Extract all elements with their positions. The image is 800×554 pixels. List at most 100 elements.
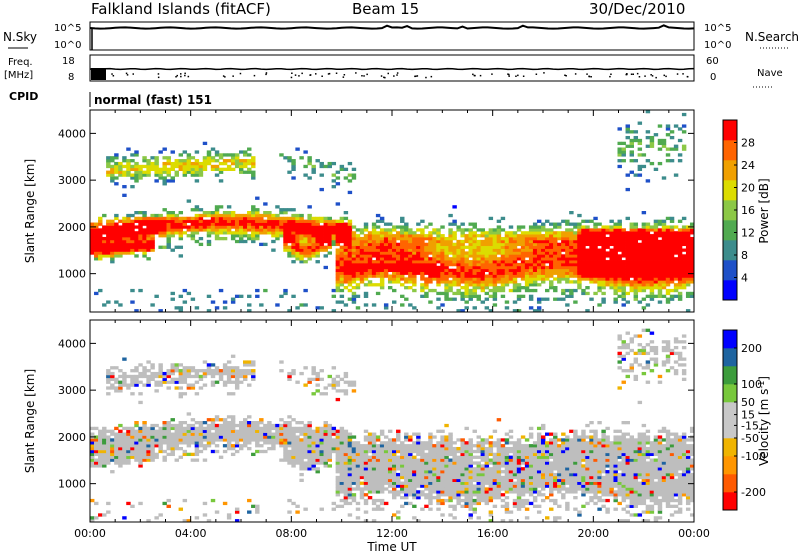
velocity-cell bbox=[323, 455, 328, 459]
velocity-cell bbox=[323, 444, 328, 448]
power-cell bbox=[432, 236, 437, 241]
power-cell bbox=[218, 225, 224, 229]
power-cell bbox=[420, 236, 425, 241]
power-cell bbox=[355, 260, 361, 264]
power-cell bbox=[452, 280, 457, 284]
power-cell bbox=[609, 283, 614, 287]
velocity-cell bbox=[347, 490, 353, 494]
power-cell bbox=[476, 254, 481, 258]
velocity-cell bbox=[243, 423, 248, 428]
power-cell bbox=[448, 245, 453, 249]
velocity-cell bbox=[343, 481, 349, 485]
power-cell bbox=[359, 268, 365, 272]
velocity-cell bbox=[460, 438, 465, 442]
power-cell bbox=[492, 274, 498, 278]
power-cell bbox=[166, 222, 171, 226]
velocity-cell bbox=[456, 498, 461, 503]
power-cell bbox=[367, 254, 373, 258]
power-cell bbox=[375, 260, 381, 264]
velocity-cell bbox=[404, 475, 409, 480]
velocity-cell bbox=[234, 438, 240, 442]
velocity-cell bbox=[206, 438, 212, 442]
velocity-cell bbox=[383, 501, 389, 506]
power-cell bbox=[218, 219, 224, 223]
velocity-cell bbox=[392, 484, 397, 488]
power-cell bbox=[597, 222, 602, 226]
power-cell bbox=[440, 274, 445, 278]
power-cell bbox=[420, 283, 425, 287]
power-cell bbox=[512, 265, 518, 270]
nave-dot bbox=[651, 75, 654, 77]
power-cell bbox=[480, 277, 486, 281]
power-cell bbox=[609, 260, 614, 264]
velocity-cell bbox=[460, 484, 465, 488]
power-cell bbox=[315, 222, 320, 226]
velocity-cell bbox=[218, 429, 224, 433]
power-cell bbox=[609, 280, 614, 284]
power-cell bbox=[412, 288, 417, 293]
power-cell bbox=[589, 262, 594, 267]
power-cell bbox=[536, 262, 542, 267]
velocity-cell bbox=[287, 441, 292, 445]
velocity-cell bbox=[190, 423, 196, 428]
velocity-cell bbox=[283, 438, 288, 442]
power-cell bbox=[404, 265, 409, 270]
velocity-cell bbox=[190, 426, 196, 431]
velocity-cell bbox=[440, 475, 445, 480]
power-cell bbox=[126, 147, 131, 151]
velocity-cell bbox=[307, 380, 312, 384]
power-cell bbox=[367, 257, 373, 261]
power-cell bbox=[206, 153, 212, 157]
power-cell bbox=[412, 257, 417, 261]
power-cell bbox=[593, 242, 598, 247]
power-cell bbox=[468, 294, 473, 298]
velocity-cell bbox=[126, 432, 131, 436]
power-cell bbox=[569, 248, 574, 252]
velocity-cell bbox=[299, 426, 304, 431]
power-cell bbox=[238, 222, 244, 226]
power-cell bbox=[138, 288, 143, 293]
nave-dot bbox=[396, 72, 399, 74]
velocity-cell bbox=[424, 458, 429, 462]
velocity-cell bbox=[275, 423, 280, 428]
power-cell bbox=[444, 274, 449, 278]
velocity-cell bbox=[271, 426, 276, 431]
power-cell bbox=[146, 167, 151, 171]
nave-dot bbox=[301, 72, 303, 75]
power-cell bbox=[549, 265, 554, 270]
velocity-cell bbox=[271, 435, 276, 439]
power-cell bbox=[536, 239, 542, 244]
velocity-cell bbox=[432, 481, 437, 485]
velocity-cell bbox=[408, 438, 413, 442]
power-cell bbox=[641, 280, 647, 284]
power-cell bbox=[118, 164, 123, 169]
power-cell bbox=[154, 161, 159, 166]
power-cell bbox=[661, 260, 667, 264]
power-cell bbox=[581, 262, 586, 267]
velocity-cell bbox=[440, 449, 445, 454]
velocity-cell bbox=[303, 461, 308, 465]
power-cell bbox=[641, 283, 647, 287]
power-cell bbox=[238, 219, 244, 223]
velocity-cell bbox=[460, 478, 465, 482]
nave-dot bbox=[430, 75, 433, 78]
power-cell bbox=[299, 231, 304, 235]
power-cell bbox=[182, 222, 188, 226]
velocity-cell bbox=[118, 455, 123, 459]
power-cell bbox=[126, 161, 131, 166]
power-cell bbox=[255, 236, 260, 241]
velocity-cell bbox=[154, 432, 159, 436]
power-cell bbox=[629, 228, 634, 232]
velocity-cell bbox=[222, 383, 228, 387]
power-cell bbox=[645, 262, 651, 267]
velocity-cell bbox=[307, 455, 312, 459]
power-cell bbox=[488, 239, 494, 244]
power-cell bbox=[432, 248, 437, 252]
velocity-cell bbox=[198, 438, 204, 442]
velocity-cell bbox=[307, 426, 312, 431]
power-cell bbox=[134, 225, 139, 229]
velocity-cell bbox=[202, 429, 208, 433]
velocity-cell bbox=[198, 423, 204, 428]
power-cell bbox=[379, 234, 385, 238]
velocity-cell bbox=[118, 429, 123, 433]
